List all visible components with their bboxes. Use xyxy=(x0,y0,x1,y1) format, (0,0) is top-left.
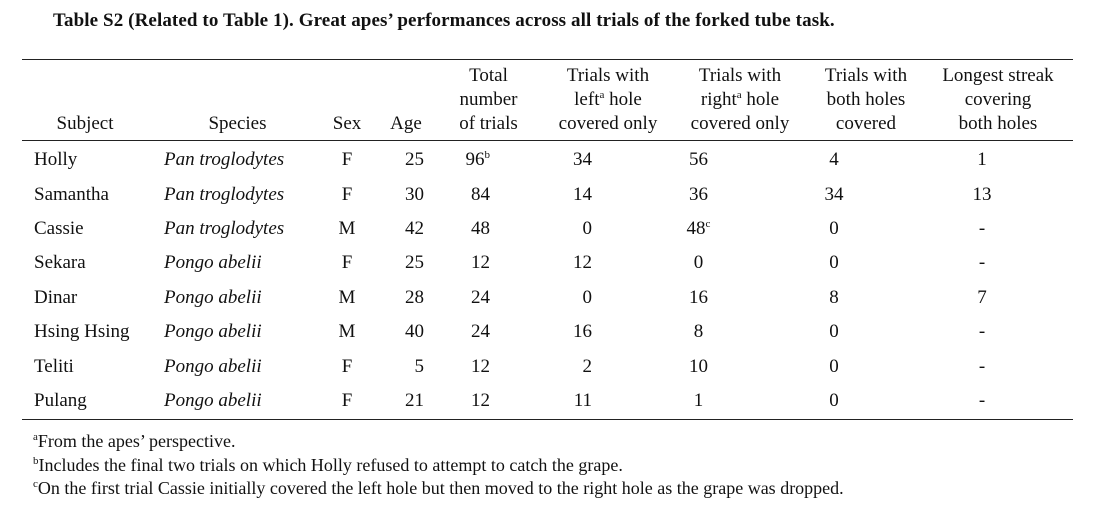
cell-streak: - xyxy=(978,355,986,377)
cell-subject: Samantha xyxy=(34,183,109,205)
header-sex: Sex xyxy=(332,113,362,134)
table-row: Teliti Pongo abelii F 5 12 2 10 0 - xyxy=(22,349,1073,383)
cell-sex: M xyxy=(338,286,356,308)
cell-streak: - xyxy=(978,252,986,274)
cell-subject: Dinar xyxy=(34,286,78,308)
cell-right: 8 xyxy=(693,321,704,343)
cell-both: 0 xyxy=(829,389,839,411)
cell-sex: F xyxy=(341,252,353,274)
table-row: Dinar Pongo abelii M 28 24 0 16 8 7 xyxy=(22,281,1073,315)
cell-sex: F xyxy=(341,183,353,205)
header-both-holes: Trials with both holes covered xyxy=(824,65,908,134)
cell-sex: F xyxy=(341,355,353,377)
header-species: Species xyxy=(208,113,267,134)
cell-subject: Cassie xyxy=(34,217,84,239)
cell-sex: F xyxy=(341,149,353,171)
cell-streak: - xyxy=(978,217,986,239)
cell-subject: Holly xyxy=(34,149,78,171)
cell-total: 12 xyxy=(471,252,490,274)
cell-age: 21 xyxy=(405,389,424,411)
cell-subject: Teliti xyxy=(34,355,74,377)
top-rule xyxy=(22,59,1073,60)
table-row: Samantha Pan troglodytes F 30 84 14 36 34 13 xyxy=(22,177,1073,211)
cell-sex: M xyxy=(338,321,356,343)
table-row: Hsing Hsing Pongo abelii M 40 24 16 8 0 - xyxy=(22,315,1073,349)
cell-subject: Hsing Hsing xyxy=(34,321,130,343)
cell-age: 40 xyxy=(405,321,424,343)
footnote-c: cOn the first trial Cassie initially cov… xyxy=(33,478,844,498)
cell-sex: F xyxy=(341,389,353,411)
cell-age: 42 xyxy=(405,217,424,239)
cell-left: 16 xyxy=(573,321,592,343)
cell-right: 0 xyxy=(693,252,704,274)
cell-right: 10 xyxy=(689,355,708,377)
footnote-a: aFrom the apes’ perspective. xyxy=(33,431,236,451)
header-subject: Subject xyxy=(56,113,114,134)
cell-species: Pan troglodytes xyxy=(164,217,285,239)
cell-total: 12 xyxy=(471,389,490,411)
cell-both: 0 xyxy=(829,252,839,274)
cell-age: 25 xyxy=(405,252,424,274)
cell-streak: 13 xyxy=(972,183,992,205)
cell-species: Pongo abelii xyxy=(164,252,262,274)
cell-streak: - xyxy=(978,321,986,343)
cell-total: 24 xyxy=(471,321,490,343)
cell-both: 8 xyxy=(829,286,839,308)
cell-left: 14 xyxy=(573,183,592,205)
cell-left: 0 xyxy=(582,286,593,308)
cell-species: Pongo abelii xyxy=(164,355,262,377)
cell-left: 2 xyxy=(582,355,593,377)
cell-subject: Pulang xyxy=(34,389,87,411)
cell-right: 36 xyxy=(689,183,708,205)
cell-streak: 1 xyxy=(977,149,987,171)
cell-total: 24 xyxy=(471,286,490,308)
cell-right: 1 xyxy=(693,389,704,411)
cell-left: 12 xyxy=(573,252,592,274)
apes-table: Holly Pan troglodytes F 25 96b 34 56 4 1 Samantha… xyxy=(22,143,1073,418)
header-left-hole: Trials with lefta hole covered only xyxy=(558,65,658,134)
header-longest-streak: Longest streak covering both holes xyxy=(942,65,1054,134)
cell-both: 0 xyxy=(829,321,839,343)
table-row: Sekara Pongo abelii F 25 12 12 0 0 - xyxy=(22,246,1073,280)
cell-left: 0 xyxy=(582,217,593,239)
cell-both: 34 xyxy=(824,183,844,205)
cell-species: Pongo abelii xyxy=(164,286,262,308)
cell-total: 12 xyxy=(471,355,490,377)
cell-species: Pan troglodytes xyxy=(164,149,285,171)
cell-sex: M xyxy=(338,217,356,239)
cell-age: 25 xyxy=(405,149,424,171)
table-row: Cassie Pan troglodytes M 42 48 0 48c 0 - xyxy=(22,212,1073,246)
cell-species: Pongo abelii xyxy=(164,389,262,411)
cell-total: 96b xyxy=(465,149,491,171)
cell-left: 11 xyxy=(573,389,592,411)
header-age: Age xyxy=(390,113,422,134)
cell-age: 5 xyxy=(414,355,425,377)
cell-age: 30 xyxy=(405,183,424,205)
cell-species: Pan troglodytes xyxy=(164,183,285,205)
footnote-b: bIncludes the final two trials on which … xyxy=(33,454,623,475)
footnotes: aFrom the apes’ perspective. bIncludes t… xyxy=(33,430,844,501)
cell-both: 4 xyxy=(829,149,839,171)
table-caption: Table S2 (Related to Table 1). Great ape… xyxy=(53,10,835,31)
table-row: Pulang Pongo abelii F 21 12 11 1 0- xyxy=(22,384,1073,418)
table-row: Holly Pan troglodytes F 25 96b 34 56 4 1 xyxy=(22,143,1073,177)
cell-right: 56 xyxy=(689,149,708,171)
bottom-rule xyxy=(22,419,1073,420)
cell-streak: 7 xyxy=(977,286,987,308)
cell-total: 84 xyxy=(471,183,490,205)
header-rule xyxy=(22,140,1073,141)
cell-species: Pongo abelii xyxy=(164,321,262,343)
header-right-hole: Trials with righta hole covered only xyxy=(690,65,790,134)
cell-right: 48c xyxy=(686,217,711,239)
cell-total: 48 xyxy=(471,217,490,239)
cell-subject: Sekara xyxy=(34,252,86,274)
header-total-trials: Total number of trials xyxy=(459,65,518,134)
cell-left: 34 xyxy=(573,149,592,171)
cell-streak: - xyxy=(978,389,986,411)
cell-age: 28 xyxy=(405,286,424,308)
cell-both: 0 xyxy=(829,355,839,377)
cell-right: 16 xyxy=(689,286,708,308)
cell-both: 0 xyxy=(829,217,839,239)
